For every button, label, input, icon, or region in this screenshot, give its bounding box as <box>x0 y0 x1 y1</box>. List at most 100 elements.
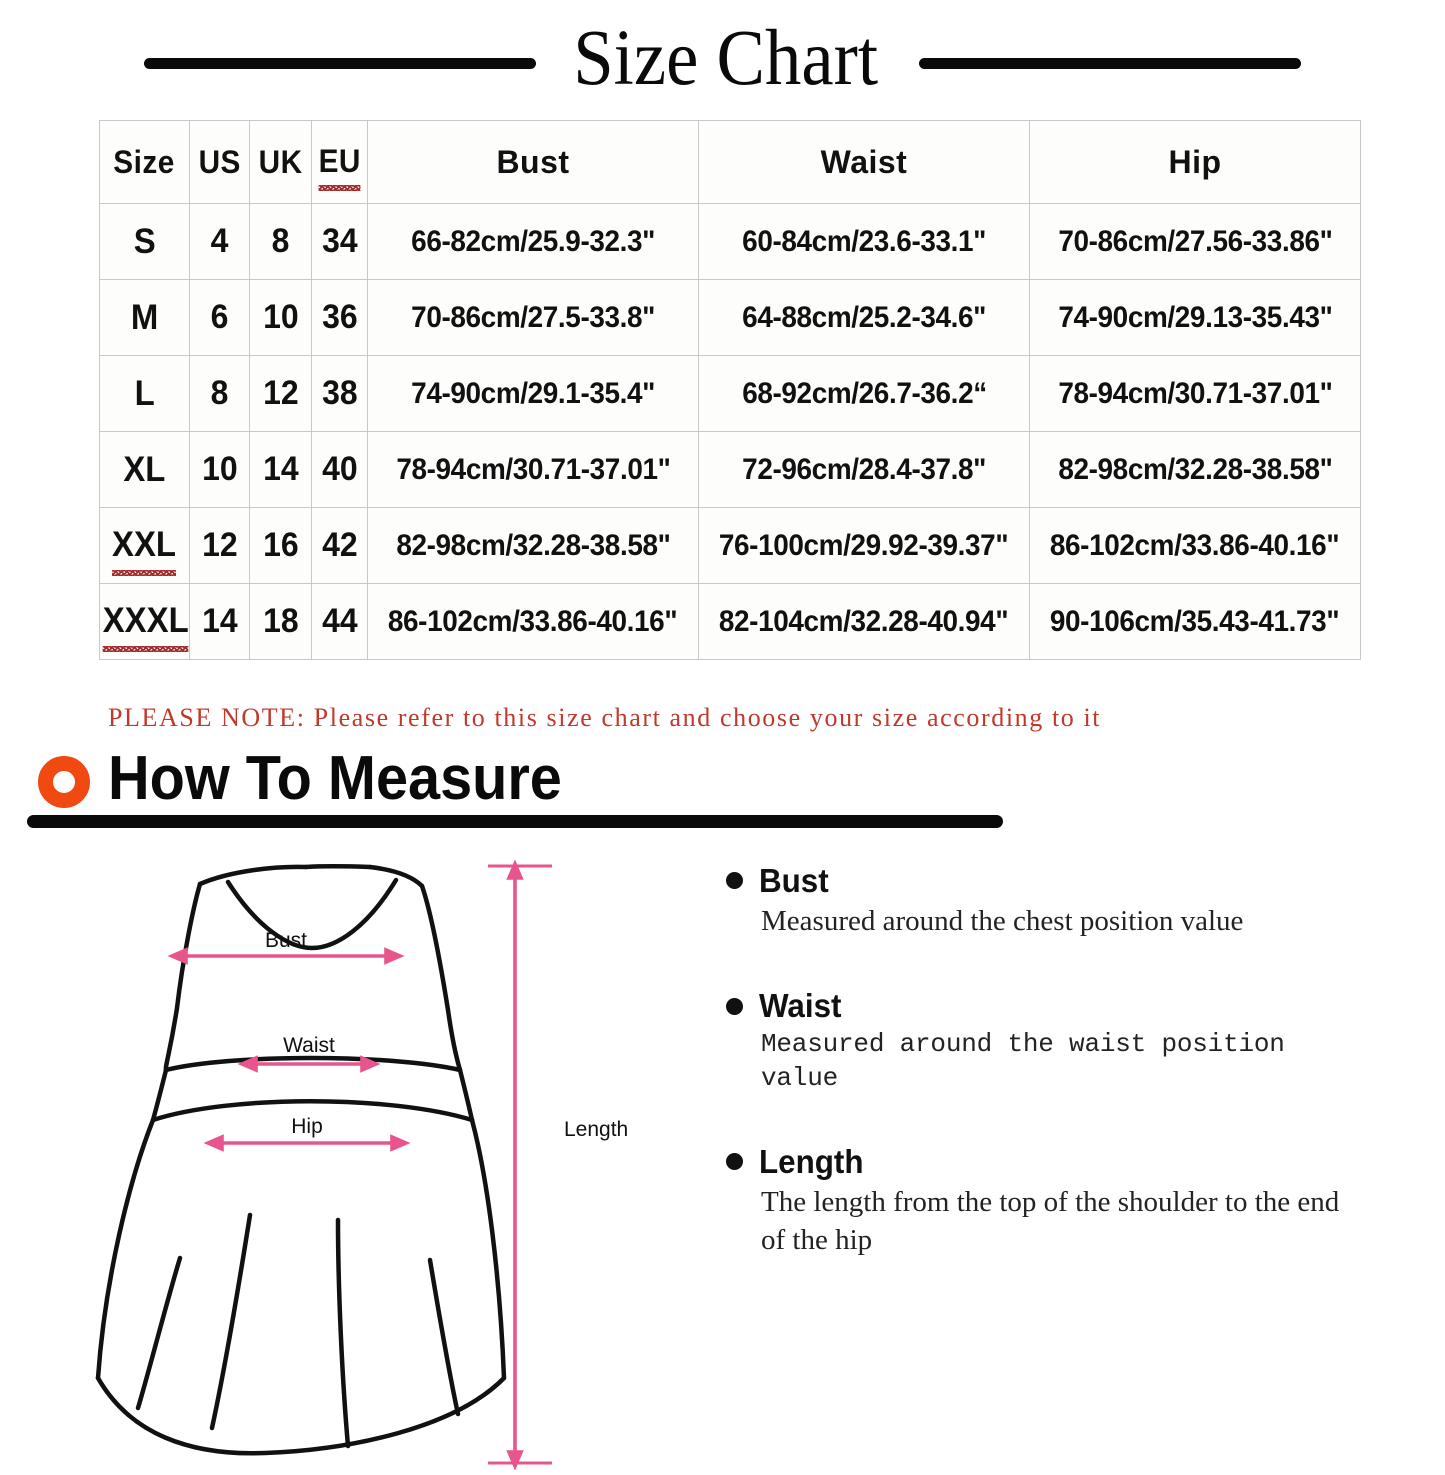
cell-hip: 82-98cm/32.28-38.58" <box>1029 431 1361 508</box>
table-row: M 6 10 36 70-86cm/27.5-33.8" 64-88cm/25.… <box>99 279 1361 356</box>
hip-value: 78-94cm/30.71-37.01" <box>1057 376 1333 410</box>
table-row: XXL 12 16 42 82-98cm/32.28-38.58" 76-100… <box>99 507 1361 584</box>
eu-value: 34 <box>321 222 358 260</box>
title-rule-left <box>143 57 536 69</box>
size-label: XXL <box>112 525 177 576</box>
cell-size: XXL <box>99 507 190 584</box>
cell-us: 12 <box>189 507 250 584</box>
cell-eu: 38 <box>311 355 368 432</box>
cell-us: 6 <box>189 279 250 356</box>
column-header-waist-label: Waist <box>820 143 908 180</box>
cell-us: 8 <box>189 355 250 432</box>
cell-waist: 72-96cm/28.4-37.8" <box>698 431 1030 508</box>
waist-value: 60-84cm/23.6-33.1" <box>742 224 986 258</box>
title-rule-right <box>919 57 1302 69</box>
cell-waist: 76-100cm/29.92-39.37" <box>698 507 1030 584</box>
column-header-size-label: Size <box>113 143 176 180</box>
column-header-eu-label: EU <box>318 143 362 191</box>
cell-bust: 82-98cm/32.28-38.58" <box>367 507 699 584</box>
hip-value: 74-90cm/29.13-35.43" <box>1057 300 1333 334</box>
diagram-label-length: Length <box>564 1118 628 1141</box>
hip-value: 86-102cm/33.86-40.16" <box>1050 528 1340 562</box>
cell-bust: 70-86cm/27.5-33.8" <box>367 279 699 356</box>
legend-desc-waist: Measured around the waist position value <box>761 1029 1285 1094</box>
cell-waist: 68-92cm/26.7-36.2“ <box>698 355 1030 432</box>
cell-eu: 34 <box>311 203 368 280</box>
cell-waist: 82-104cm/32.28-40.94" <box>698 583 1030 660</box>
column-header-hip-label: Hip <box>1168 143 1222 180</box>
cell-eu: 42 <box>311 507 368 584</box>
column-header-uk: UK <box>249 120 312 204</box>
diagram-label-hip: Hip <box>291 1115 323 1138</box>
cell-eu: 40 <box>311 431 368 508</box>
eu-value: 40 <box>321 450 358 488</box>
cell-bust: 66-82cm/25.9-32.3" <box>367 203 699 280</box>
column-header-bust: Bust <box>367 120 699 204</box>
us-value: 4 <box>210 222 229 260</box>
us-value: 12 <box>201 526 238 564</box>
us-value: 10 <box>201 450 238 488</box>
cell-size: M <box>99 279 190 356</box>
cell-size: XXXL <box>99 583 190 660</box>
cell-size: S <box>99 203 190 280</box>
cell-bust: 86-102cm/33.86-40.16" <box>367 583 699 660</box>
please-note-text: PLEASE NOTE: Please refer to this size c… <box>108 703 1102 732</box>
cell-hip: 74-90cm/29.13-35.43" <box>1029 279 1361 356</box>
hip-arrow-head-right <box>390 1134 411 1152</box>
hip-arrow-head-left <box>203 1134 224 1152</box>
waist-value: 76-100cm/29.92-39.37" <box>719 528 1009 562</box>
waist-arrow-head-right <box>360 1055 381 1073</box>
bust-value: 66-82cm/25.9-32.3" <box>411 224 655 258</box>
eu-value: 44 <box>321 602 358 640</box>
table-header-row: Size US UK EU Bust Waist Hip <box>99 120 1361 204</box>
column-header-waist: Waist <box>698 120 1030 204</box>
cell-waist: 60-84cm/23.6-33.1" <box>698 203 1030 280</box>
uk-value: 10 <box>262 298 299 336</box>
dress-measurement-diagram: Bust Waist Hip Length <box>60 848 680 1471</box>
legend-head-length: Length <box>726 1143 1366 1181</box>
cell-waist: 64-88cm/25.2-34.6" <box>698 279 1030 356</box>
legend-head-bust: Bust <box>726 862 1366 900</box>
size-label: L <box>134 373 155 413</box>
cell-hip: 86-102cm/33.86-40.16" <box>1029 507 1361 584</box>
cell-hip: 70-86cm/27.56-33.86" <box>1029 203 1361 280</box>
cell-bust: 78-94cm/30.71-37.01" <box>367 431 699 508</box>
measurement-arrows <box>167 859 552 1471</box>
column-header-us: US <box>189 120 250 204</box>
waist-value: 68-92cm/26.7-36.2“ <box>741 376 987 410</box>
orange-ring-icon <box>38 756 90 808</box>
uk-value: 14 <box>262 450 299 488</box>
cell-uk: 10 <box>249 279 312 356</box>
bust-value: 78-94cm/30.71-37.01" <box>395 452 671 486</box>
column-header-hip: Hip <box>1029 120 1361 204</box>
table-row: XL 10 14 40 78-94cm/30.71-37.01" 72-96cm… <box>99 431 1361 508</box>
us-value: 14 <box>201 602 238 640</box>
page-title-bar: Size Chart <box>0 8 1445 108</box>
measurement-legend: Bust Measured around the chest position … <box>726 862 1366 1306</box>
column-header-bust-label: Bust <box>496 143 570 180</box>
cell-hip: 78-94cm/30.71-37.01" <box>1029 355 1361 432</box>
waist-value: 72-96cm/28.4-37.8" <box>742 452 986 486</box>
bust-value: 86-102cm/33.86-40.16" <box>388 604 678 638</box>
hip-value: 82-98cm/32.28-38.58" <box>1057 452 1333 486</box>
bust-value: 74-90cm/29.1-35.4" <box>411 376 655 410</box>
cell-us: 4 <box>189 203 250 280</box>
uk-value: 18 <box>262 602 299 640</box>
us-value: 8 <box>210 374 229 412</box>
size-chart-table: Size US UK EU Bust Waist Hip S <box>99 120 1361 660</box>
cell-eu: 44 <box>311 583 368 660</box>
table-row: L 8 12 38 74-90cm/29.1-35.4" 68-92cm/26.… <box>99 355 1361 432</box>
cell-uk: 16 <box>249 507 312 584</box>
diagram-label-bust: Bust <box>265 929 307 952</box>
bullet-icon <box>726 872 743 890</box>
column-header-eu: EU <box>311 120 368 204</box>
column-header-us-label: US <box>198 143 241 180</box>
size-label: XL <box>123 449 166 489</box>
eu-value: 36 <box>321 298 358 336</box>
legend-title-length: Length <box>759 1142 864 1180</box>
legend-title-waist: Waist <box>759 987 842 1025</box>
hip-value: 90-106cm/35.43-41.73" <box>1050 604 1340 638</box>
bullet-icon <box>726 1153 743 1171</box>
uk-value: 12 <box>262 374 299 412</box>
waist-value: 82-104cm/32.28-40.94" <box>719 604 1009 638</box>
